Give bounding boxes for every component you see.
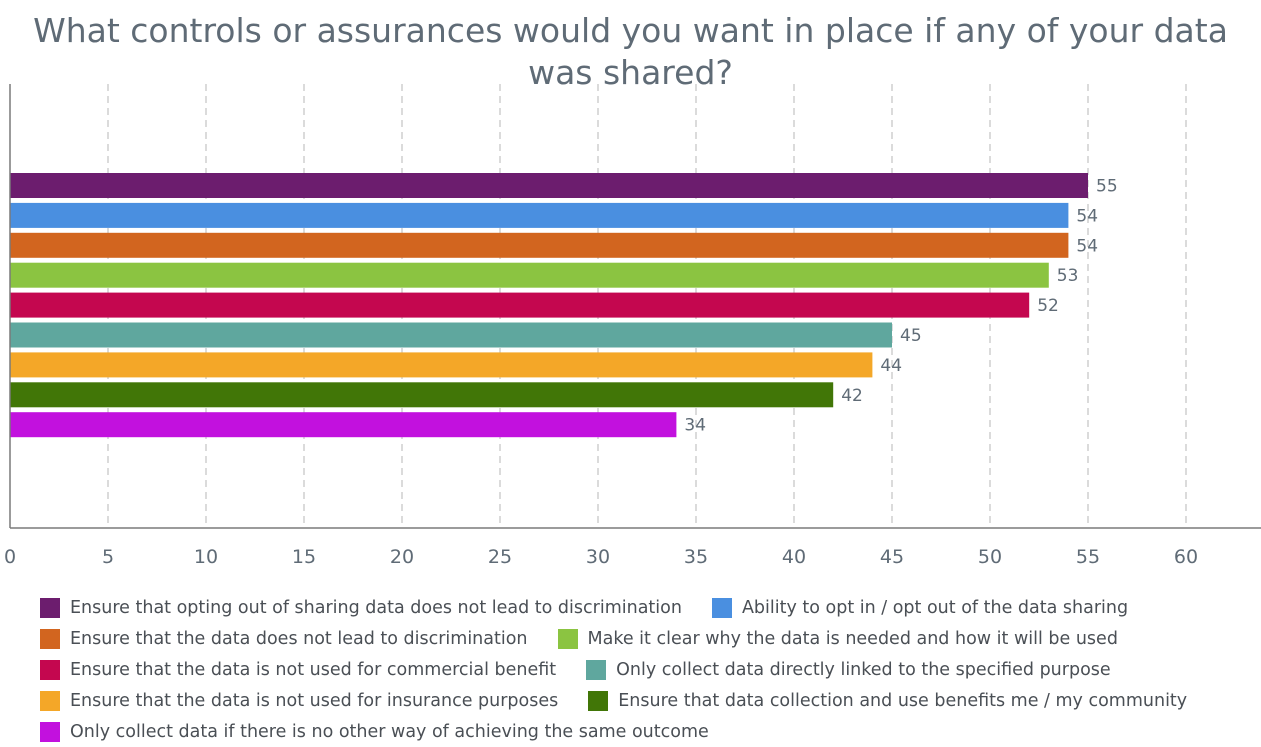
legend-label: Make it clear why the data is needed and…	[587, 628, 1118, 649]
legend: Ensure that opting out of sharing data d…	[40, 592, 1255, 747]
bar	[10, 382, 834, 408]
data-label: 54	[1076, 206, 1098, 226]
data-label: 54	[1076, 236, 1098, 256]
x-tick-label: 55	[1076, 546, 1100, 568]
bar	[10, 352, 873, 378]
data-label: 55	[1096, 177, 1118, 197]
data-label: 44	[880, 356, 902, 376]
legend-swatch	[557, 628, 578, 649]
x-tick-label: 30	[586, 546, 610, 568]
x-tick-label: 35	[684, 546, 708, 568]
data-label: 52	[1037, 296, 1059, 316]
legend-row: Ensure that opting out of sharing data d…	[40, 592, 1255, 623]
legend-item: Ensure that the data does not lead to di…	[40, 628, 528, 649]
legend-label: Ensure that the data is not used for com…	[70, 659, 557, 680]
legend-label: Ensure that data collection and use bene…	[618, 690, 1188, 711]
bar	[10, 173, 1088, 198]
bar	[10, 202, 1069, 228]
bar	[10, 322, 892, 348]
x-tick-label: 60	[1174, 546, 1198, 568]
legend-swatch	[40, 690, 60, 711]
legend-item: Only collect data if there is no other w…	[40, 721, 709, 742]
legend-item: Only collect data directly linked to the…	[586, 659, 1111, 680]
x-tick-label: 20	[390, 546, 414, 568]
chart-title: What controls or assurances would you wa…	[33, 11, 1228, 92]
legend-swatch	[586, 659, 607, 680]
data-label: 42	[841, 386, 863, 406]
legend-item: Make it clear why the data is needed and…	[557, 628, 1118, 649]
legend-label: Ensure that opting out of sharing data d…	[70, 597, 682, 618]
legend-row: Ensure that the data does not lead to di…	[40, 623, 1255, 654]
data-label: 53	[1057, 266, 1079, 286]
legend-item: Ensure that the data is not used for ins…	[40, 690, 559, 711]
x-tick-label: 5	[102, 546, 114, 568]
legend-swatch	[711, 597, 732, 618]
legend-item: Ensure that opting out of sharing data d…	[40, 597, 682, 618]
legend-label: Ensure that the data does not lead to di…	[70, 628, 528, 649]
legend-row: Ensure that the data is not used for com…	[40, 654, 1255, 685]
legend-item: Ability to opt in / opt out of the data …	[711, 597, 1129, 618]
legend-label: Only collect data directly linked to the…	[616, 659, 1111, 680]
legend-label: Ability to opt in / opt out of the data …	[741, 597, 1129, 618]
x-tick-label: 25	[488, 546, 512, 568]
bar	[10, 412, 677, 438]
legend-swatch	[40, 721, 60, 742]
data-label: 34	[684, 416, 706, 436]
legend-label: Only collect data if there is no other w…	[70, 721, 709, 742]
legend-label: Ensure that the data is not used for ins…	[70, 690, 559, 711]
legend-swatch	[588, 690, 609, 711]
x-tick-label: 15	[292, 546, 316, 568]
legend-item: Ensure that data collection and use bene…	[588, 690, 1188, 711]
bar	[10, 232, 1069, 258]
x-tick-label: 50	[978, 546, 1002, 568]
legend-row: Ensure that the data is not used for ins…	[40, 685, 1255, 716]
data-label: 45	[900, 326, 922, 346]
x-tick-label: 45	[880, 546, 904, 568]
x-tick-label: 0	[4, 546, 16, 568]
legend-item: Ensure that the data is not used for com…	[40, 659, 557, 680]
x-tick-label: 10	[194, 546, 218, 568]
bar	[10, 292, 1030, 318]
x-tick-label: 40	[782, 546, 806, 568]
legend-row: Only collect data if there is no other w…	[40, 716, 1255, 747]
bar-chart: 0 5 10 15 20 25 30 35 40 45 50 55 60 55 54 54 53 52 45 44 42…	[4, 84, 1261, 568]
legend-swatch	[40, 659, 60, 680]
legend-swatch	[40, 597, 60, 618]
legend-swatch	[40, 628, 60, 649]
bar	[10, 262, 1049, 288]
